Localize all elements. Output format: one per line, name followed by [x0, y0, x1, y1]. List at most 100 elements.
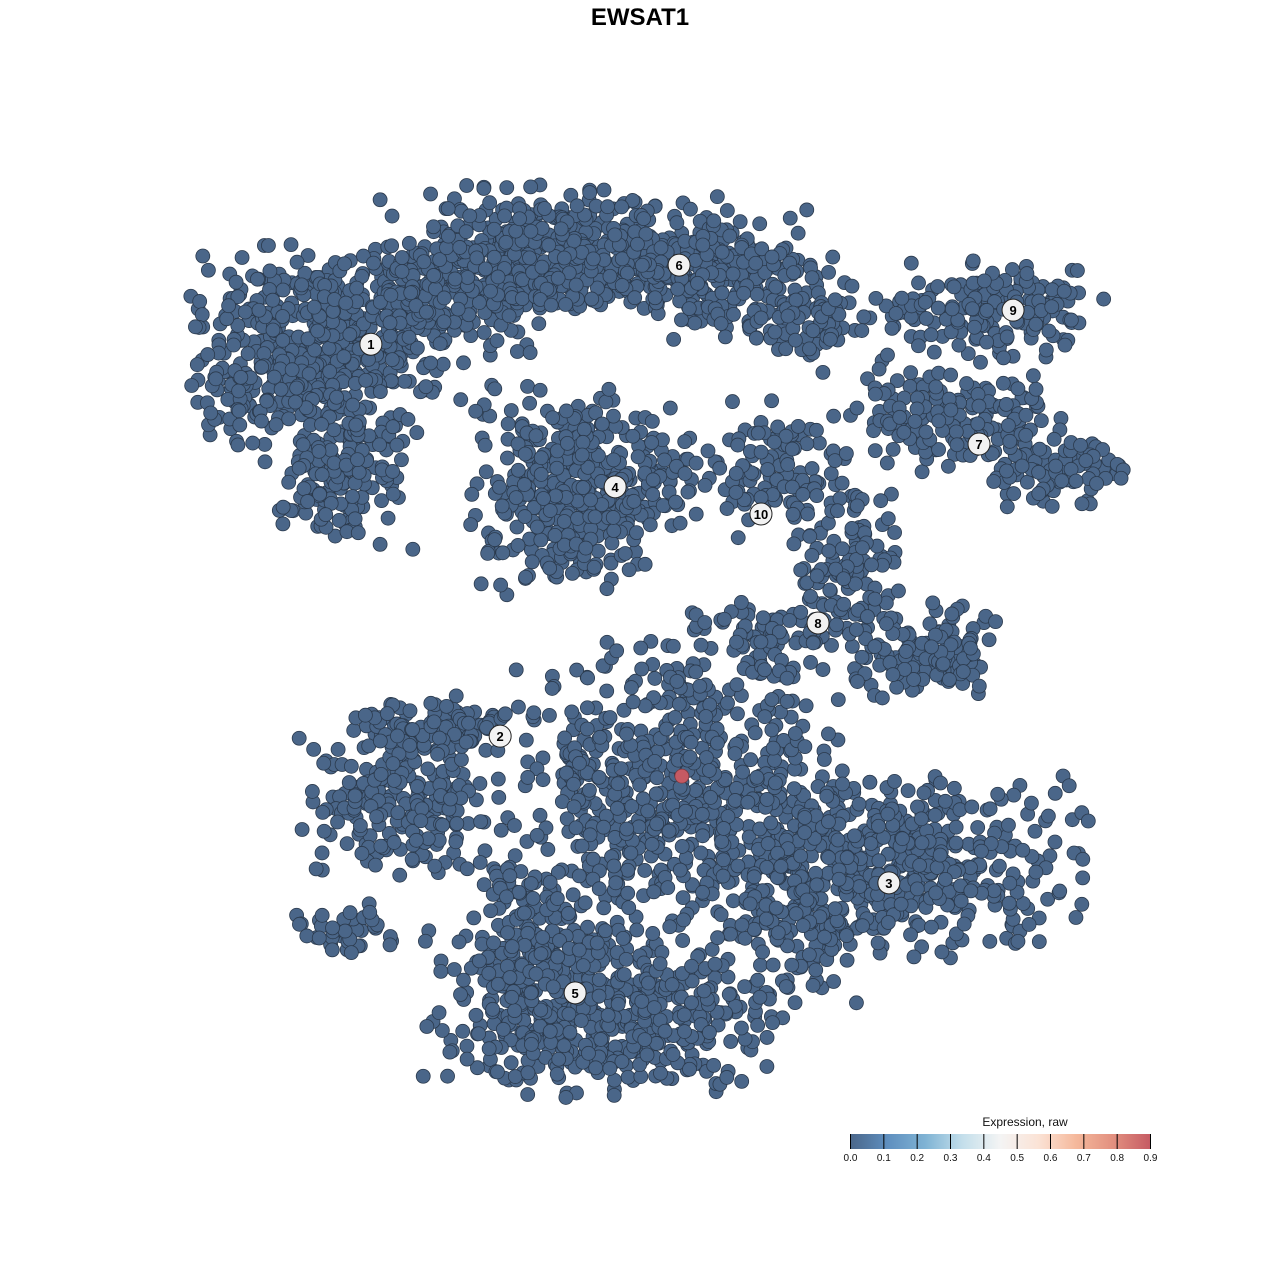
- data-point: [403, 285, 419, 301]
- data-point: [331, 513, 347, 528]
- data-point: [233, 369, 249, 385]
- data-point: [815, 662, 831, 677]
- data-point: [189, 357, 205, 373]
- data-point: [314, 467, 330, 483]
- data-point: [265, 292, 281, 308]
- data-point: [473, 814, 489, 830]
- data-point: [462, 208, 478, 224]
- data-point: [489, 333, 505, 349]
- data-point: [662, 400, 678, 416]
- data-point: [409, 779, 425, 794]
- data-point: [533, 532, 549, 548]
- data-point: [529, 519, 545, 535]
- data-point: [231, 403, 247, 419]
- data-point: [373, 766, 389, 782]
- data-point: [847, 828, 862, 844]
- data-point: [1063, 312, 1079, 328]
- data-point: [358, 707, 373, 723]
- data-point: [448, 834, 464, 850]
- data-point: [688, 506, 704, 522]
- data-point: [192, 294, 208, 309]
- data-point: [666, 331, 682, 347]
- data-point: [372, 536, 388, 552]
- data-point: [1002, 433, 1018, 449]
- data-point: [382, 315, 398, 331]
- data-point: [394, 250, 410, 265]
- data-point: [667, 709, 683, 725]
- data-point: [630, 236, 645, 252]
- data-point: [894, 290, 910, 306]
- data-point: [358, 372, 374, 388]
- data-point: [854, 540, 870, 556]
- data-point: [811, 435, 827, 451]
- data-point: [790, 225, 806, 241]
- data-point: [596, 819, 611, 835]
- data-point: [926, 344, 942, 360]
- data-point: [900, 783, 916, 798]
- data-point: [642, 517, 658, 533]
- data-point: [924, 639, 939, 655]
- data-point: [341, 775, 357, 790]
- data-point: [999, 463, 1014, 479]
- data-point: [823, 466, 839, 481]
- data-point: [608, 875, 624, 891]
- data-point: [1006, 486, 1022, 501]
- data-point: [483, 283, 498, 299]
- data-point: [787, 726, 803, 741]
- data-point: [716, 611, 732, 627]
- data-point: [308, 861, 324, 877]
- data-point: [291, 460, 307, 476]
- data-point: [266, 369, 282, 385]
- data-point: [951, 337, 967, 353]
- data-point: [998, 396, 1014, 412]
- data-point: [780, 308, 796, 324]
- data-point: [683, 734, 699, 750]
- data-point: [194, 307, 210, 323]
- data-point: [856, 309, 872, 325]
- data-point: [621, 900, 637, 916]
- data-point: [712, 460, 728, 476]
- data-point: [596, 900, 612, 916]
- data-point: [937, 871, 953, 887]
- data-point: [757, 662, 772, 678]
- data-point: [468, 403, 484, 419]
- data-point: [240, 346, 256, 361]
- data-point: [727, 793, 743, 808]
- data-point: [742, 896, 758, 912]
- data-point: [784, 957, 800, 973]
- data-point: [486, 221, 502, 237]
- data-point: [408, 832, 424, 848]
- data-point: [917, 294, 933, 310]
- data-point: [748, 330, 764, 346]
- data-point: [862, 774, 878, 790]
- data-point: [619, 726, 634, 742]
- data-point: [832, 491, 848, 507]
- data-point: [990, 786, 1006, 802]
- data-point: [903, 365, 919, 380]
- data-point: [423, 186, 438, 202]
- data-point: [300, 494, 316, 509]
- data-point: [487, 532, 503, 548]
- data-point: [805, 978, 821, 993]
- data-point: [891, 583, 906, 599]
- data-point: [943, 402, 959, 418]
- data-point: [321, 340, 337, 356]
- data-point: [835, 776, 850, 792]
- data-point: [892, 409, 908, 425]
- data-point: [482, 195, 498, 211]
- data-point: [541, 237, 557, 253]
- data-point: [557, 730, 573, 746]
- data-point: [350, 525, 366, 541]
- data-point: [687, 315, 703, 331]
- data-point: [326, 455, 342, 471]
- data-point: [310, 323, 326, 339]
- data-point: [821, 543, 837, 559]
- data-point: [617, 546, 633, 561]
- data-point: [797, 825, 813, 840]
- data-point: [982, 801, 998, 817]
- data-point: [645, 472, 661, 488]
- data-point: [275, 309, 291, 324]
- data-point: [300, 248, 316, 263]
- data-point: [786, 536, 802, 552]
- data-point: [970, 820, 986, 835]
